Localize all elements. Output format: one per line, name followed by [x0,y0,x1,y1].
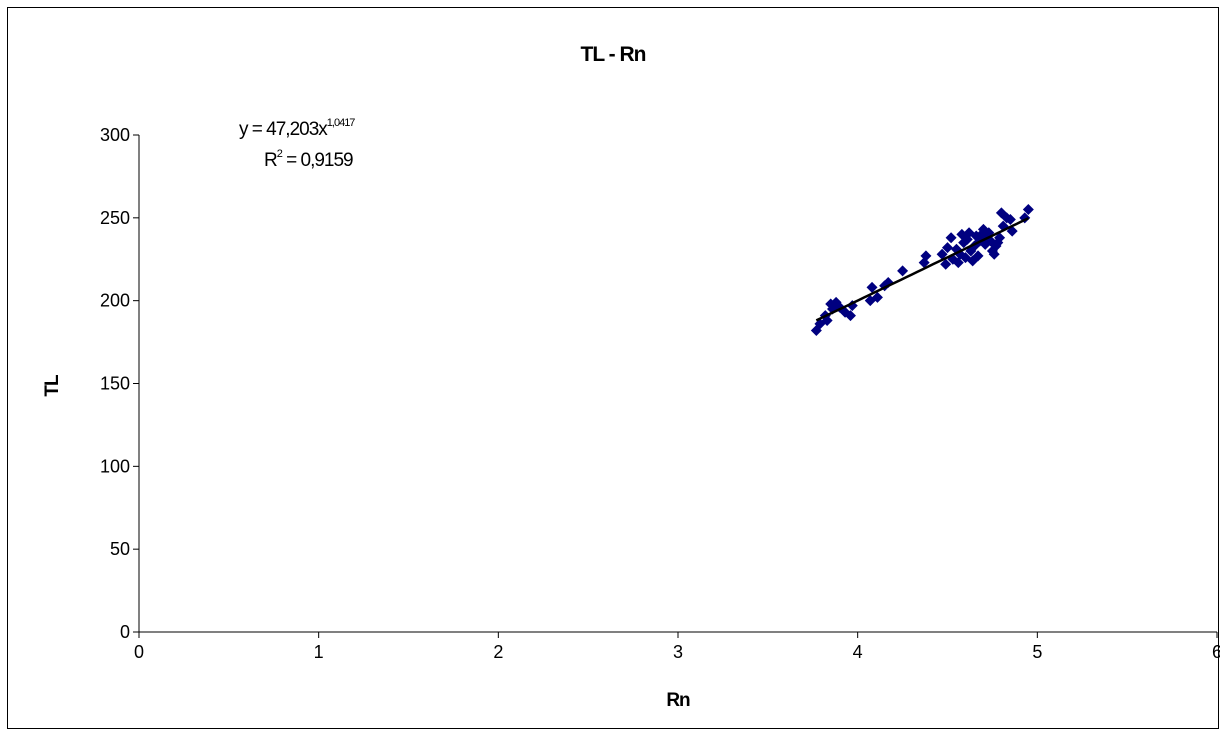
data-point [1022,204,1034,216]
chart-title: TL - Rn [581,43,646,66]
x-tick-label: 1 [314,642,324,662]
data-point [1004,213,1016,225]
r2-value: = 0,9159 [282,150,353,171]
r-squared-label: R2 = 0,9159 [264,148,353,171]
chart-svg: TL - Rn 0 50 100 150 200 250 300 0 1 2 3 4 5 6 Rn TL y = … [42,43,1220,711]
y-tick-label: 0 [120,622,130,642]
data-point [936,248,948,260]
y-tick-label: 250 [100,208,130,228]
data-point [942,242,953,254]
chart-frame: TL - Rn 0 50 100 150 200 250 300 0 1 2 3 4 5 6 Rn TL y = … [7,7,1220,729]
x-axis-label: Rn [666,690,690,711]
trendline-equation: y = 47,203x1,0417 [239,117,355,140]
x-tick-label: 4 [853,642,863,662]
y-tick-label: 300 [100,125,130,145]
y-tick-label: 150 [100,374,130,394]
trendline [815,217,1029,322]
x-tick-label: 2 [493,642,503,662]
data-point [952,257,964,269]
data-point [945,232,957,244]
data-point [871,291,883,303]
equation-exponent: 1,0417 [327,117,356,129]
y-tick-label: 100 [100,456,130,476]
x-tick-label: 0 [134,642,144,662]
data-point [920,250,932,262]
x-tick-label: 5 [1032,642,1042,662]
data-point [988,248,1000,260]
x-tick-label: 3 [673,642,683,662]
data-point [994,232,1006,244]
data-point [897,265,909,277]
y-tick-label: 50 [110,539,130,559]
y-tick-label: 200 [100,291,130,311]
r2-base: R [264,150,277,171]
data-point [972,250,984,262]
data-point [940,258,952,270]
y-axis-label: TL [42,374,63,397]
data-point [866,281,878,293]
data-point [844,310,856,322]
x-tick-label: 6 [1212,642,1220,662]
equation-prefix: y = 47,203x [239,119,328,140]
r2-power: 2 [277,148,283,160]
